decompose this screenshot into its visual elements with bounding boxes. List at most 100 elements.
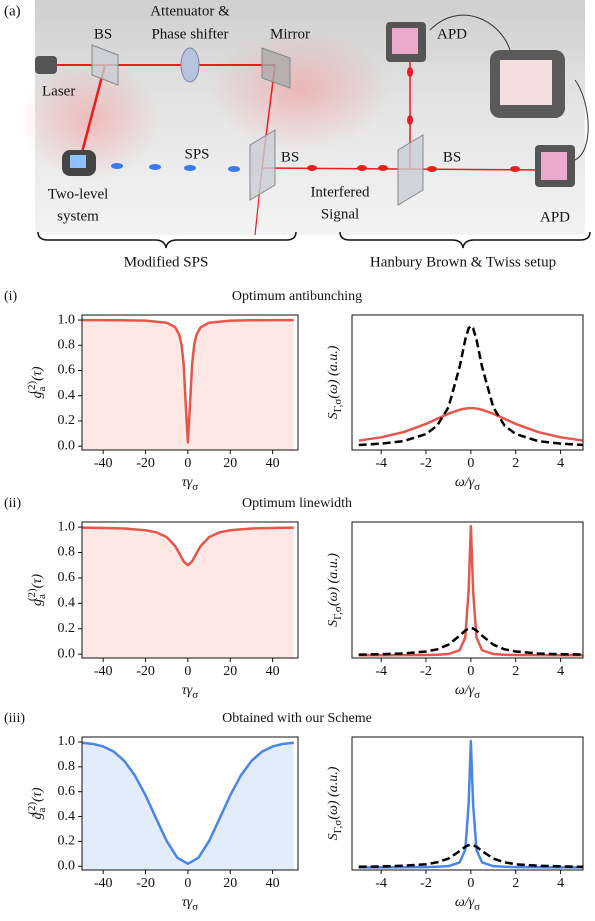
y-tick-label: 0.6 bbox=[58, 570, 76, 585]
y-tick-label: 0.8 bbox=[58, 337, 76, 352]
x-tick-label: -40 bbox=[94, 664, 113, 679]
x-tick-label: 2 bbox=[512, 456, 519, 471]
label-part: S bbox=[326, 620, 341, 627]
label-part: g bbox=[30, 599, 45, 606]
label-part: (τ) bbox=[30, 574, 45, 589]
plot-frame bbox=[351, 521, 584, 659]
diagram-label: BS bbox=[281, 149, 299, 165]
apd-sensor bbox=[541, 152, 567, 180]
diagram-label: BS bbox=[94, 26, 112, 42]
diagram-label: Phase shifter bbox=[151, 26, 228, 42]
y-tick-label: 1.0 bbox=[58, 312, 76, 327]
label-part: S bbox=[326, 833, 341, 840]
brace bbox=[37, 231, 297, 249]
diagram-label: BS bbox=[443, 149, 461, 165]
axis-label: τγσ bbox=[182, 895, 199, 912]
x-tick-label: 0 bbox=[467, 664, 474, 679]
y-tick-label: 0.0 bbox=[58, 438, 76, 453]
y-tick-label: 0.6 bbox=[58, 784, 76, 799]
x-tick-label: 20 bbox=[223, 876, 237, 891]
diagram-label: Signal bbox=[321, 206, 359, 222]
glow bbox=[210, 30, 390, 150]
label-part: (ω) (a.u.) bbox=[326, 553, 341, 606]
label-part: a bbox=[36, 594, 48, 599]
panel-label: (i) bbox=[4, 289, 18, 304]
panel-title: Optimum antibunching bbox=[232, 289, 362, 304]
y-tick-label: 0.8 bbox=[58, 759, 76, 774]
x-tick-label: 0 bbox=[184, 664, 191, 679]
x-tick-label: 20 bbox=[223, 664, 237, 679]
label-part: ω/γ bbox=[455, 475, 475, 490]
y-tick-label: 1.0 bbox=[58, 734, 76, 749]
plot-frame bbox=[351, 314, 584, 451]
beam-splitters bbox=[91, 44, 424, 206]
label-part: τγ bbox=[182, 475, 193, 490]
label-part: (2) bbox=[26, 380, 38, 393]
panel-label: (ii) bbox=[4, 496, 21, 511]
y-tick-label: 0.8 bbox=[58, 545, 76, 560]
diagram-label: APD bbox=[540, 209, 570, 225]
panel-title: Optimum linewidth bbox=[242, 496, 352, 511]
axis-label: ω/γσ bbox=[455, 895, 480, 912]
photon-dots bbox=[307, 67, 520, 172]
x-tick-label: -2 bbox=[420, 664, 432, 679]
diagram-label: APD bbox=[437, 26, 467, 42]
diagram-label: Attenuator & bbox=[150, 3, 230, 19]
setup-diagram: (a) BS Attenuator & Phase shifter Mirror… bbox=[4, 0, 591, 270]
x-tick-label: -20 bbox=[136, 876, 155, 891]
axis-label: g̃a(2)(τ) bbox=[26, 787, 48, 819]
y-tick-label: 0.0 bbox=[58, 858, 76, 873]
x-tick-label: -4 bbox=[375, 664, 387, 679]
emitter bbox=[70, 155, 86, 168]
label-part: ω/γ bbox=[455, 895, 475, 910]
label-part: (ω) (a.u.) bbox=[326, 345, 341, 398]
y-tick-label: 1.0 bbox=[58, 519, 76, 534]
line bbox=[358, 843, 584, 869]
axis-label: τγσ bbox=[182, 683, 199, 700]
axis-label: SΓ,σ(ω) (a.u.) bbox=[326, 345, 343, 419]
line bbox=[81, 526, 294, 567]
x-tick-label: 40 bbox=[266, 456, 280, 471]
x-tick-label: 0 bbox=[467, 876, 474, 891]
line bbox=[358, 406, 584, 442]
x-tick-label: -4 bbox=[375, 456, 387, 471]
label-part: a bbox=[36, 808, 48, 813]
label-part: σ bbox=[192, 481, 198, 493]
y-tick-label: 0.4 bbox=[58, 809, 76, 824]
label-part: Γ,σ bbox=[332, 606, 344, 620]
label-part: Γ,σ bbox=[332, 399, 344, 413]
x-tick-label: 2 bbox=[512, 664, 519, 679]
label-part: (τ) bbox=[30, 366, 45, 381]
x-tick-label: 40 bbox=[266, 876, 280, 891]
plot-frame bbox=[81, 314, 299, 451]
x-tick-label: 2 bbox=[512, 876, 519, 891]
x-tick-label: 40 bbox=[266, 664, 280, 679]
label-part: ω/γ bbox=[455, 683, 475, 698]
area bbox=[82, 742, 294, 870]
plot-frame bbox=[81, 736, 299, 871]
axis-label: τγσ bbox=[182, 475, 199, 492]
x-tick-label: -4 bbox=[375, 876, 387, 891]
area bbox=[82, 320, 294, 450]
label-part: (2) bbox=[26, 588, 38, 601]
section-label: Modified SPS bbox=[124, 254, 209, 270]
attenuator bbox=[180, 47, 200, 83]
line bbox=[358, 739, 583, 869]
x-tick-label: 0 bbox=[467, 456, 474, 471]
label-part: a bbox=[36, 387, 48, 392]
diagram-label: SPS bbox=[184, 146, 209, 162]
plot-frame bbox=[81, 521, 299, 659]
y-tick-label: 0.2 bbox=[58, 621, 76, 636]
counter-screen bbox=[500, 60, 552, 105]
label-part: g̃ bbox=[30, 812, 45, 819]
diagram-label: Two-level bbox=[48, 186, 109, 202]
laser bbox=[35, 56, 57, 74]
diagram-label: system bbox=[57, 208, 99, 224]
line bbox=[358, 626, 584, 656]
single-photons bbox=[111, 163, 240, 172]
axis-label: ω/γσ bbox=[455, 475, 480, 492]
x-tick-label: -40 bbox=[94, 876, 113, 891]
plot-frame bbox=[351, 736, 584, 871]
